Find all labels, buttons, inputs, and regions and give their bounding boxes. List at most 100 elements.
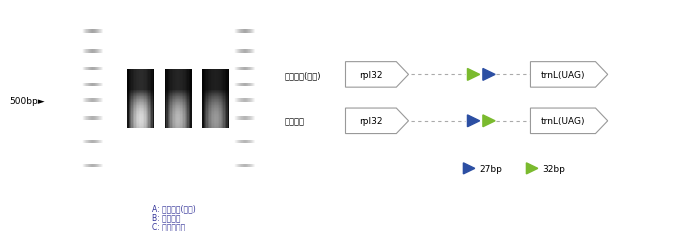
Bar — [136, 89, 137, 90]
Bar — [190, 123, 192, 124]
Bar — [165, 81, 166, 82]
Bar — [225, 126, 226, 127]
Bar — [215, 93, 216, 94]
Bar — [185, 86, 186, 87]
Bar — [222, 102, 223, 103]
Bar — [219, 86, 220, 87]
Bar — [185, 122, 186, 123]
Bar — [204, 83, 205, 84]
Bar — [150, 121, 152, 122]
Bar — [130, 84, 132, 85]
Bar — [169, 126, 170, 127]
Bar — [225, 88, 226, 89]
Bar — [174, 85, 176, 86]
Bar — [219, 81, 220, 82]
Bar — [132, 80, 133, 81]
Bar — [170, 100, 172, 101]
Bar — [214, 126, 215, 127]
Bar — [182, 125, 183, 126]
Bar — [141, 88, 143, 89]
Bar — [212, 103, 214, 104]
Bar — [182, 115, 183, 116]
Bar — [138, 83, 140, 84]
Bar — [153, 117, 154, 118]
Bar — [169, 90, 170, 91]
Bar — [179, 123, 181, 124]
Bar — [176, 124, 178, 125]
Bar — [204, 94, 205, 95]
Bar — [167, 73, 169, 74]
Bar — [208, 69, 209, 70]
Bar — [207, 92, 208, 93]
Bar — [218, 76, 219, 77]
Bar — [172, 120, 173, 121]
Bar — [186, 107, 187, 108]
Bar — [132, 71, 133, 72]
Bar — [166, 82, 167, 83]
Bar — [181, 115, 182, 116]
Bar — [173, 72, 174, 73]
Bar — [145, 111, 147, 112]
Bar — [211, 126, 212, 127]
Bar — [189, 127, 190, 128]
Bar — [208, 71, 209, 72]
Bar — [140, 87, 141, 88]
Bar — [147, 97, 149, 98]
Bar — [129, 94, 130, 95]
Bar — [176, 76, 178, 77]
Bar — [143, 126, 144, 127]
Bar — [152, 76, 153, 77]
Bar — [136, 100, 137, 101]
Bar — [216, 100, 218, 101]
Bar — [186, 75, 187, 76]
Bar — [165, 78, 166, 79]
Bar — [132, 116, 133, 117]
Bar — [219, 108, 220, 109]
Bar — [145, 117, 147, 118]
Bar — [207, 85, 208, 86]
Bar — [219, 88, 220, 89]
Bar — [178, 110, 179, 111]
Bar — [215, 112, 216, 113]
Bar — [147, 79, 149, 80]
Bar — [130, 91, 132, 92]
Bar — [170, 106, 172, 107]
Bar — [215, 84, 216, 85]
Bar — [190, 77, 192, 78]
Bar — [183, 93, 185, 94]
Bar — [225, 86, 226, 87]
Bar — [227, 98, 229, 99]
Bar — [137, 122, 138, 123]
Bar — [173, 123, 174, 124]
Bar — [212, 106, 214, 107]
Bar — [183, 106, 185, 107]
Bar — [214, 110, 215, 111]
Bar — [130, 82, 132, 83]
Bar — [218, 69, 219, 70]
Bar — [185, 106, 186, 107]
Bar — [136, 92, 137, 93]
Bar — [172, 79, 173, 80]
Bar — [222, 123, 223, 124]
Bar — [153, 77, 154, 78]
Bar — [179, 116, 181, 117]
Bar — [214, 96, 215, 97]
Bar — [153, 127, 154, 128]
Bar — [225, 92, 226, 93]
Bar — [132, 83, 133, 84]
Bar — [149, 77, 150, 78]
Bar — [153, 100, 154, 101]
Bar — [169, 84, 170, 85]
Bar — [170, 83, 172, 84]
Bar — [149, 78, 150, 79]
Bar — [205, 85, 207, 86]
Bar — [172, 92, 173, 93]
Bar — [218, 111, 219, 112]
Bar — [208, 106, 209, 107]
Bar — [211, 95, 212, 96]
Bar — [208, 110, 209, 111]
Bar — [166, 100, 167, 101]
Bar — [152, 92, 153, 93]
Bar — [167, 79, 169, 80]
Bar — [173, 82, 174, 83]
